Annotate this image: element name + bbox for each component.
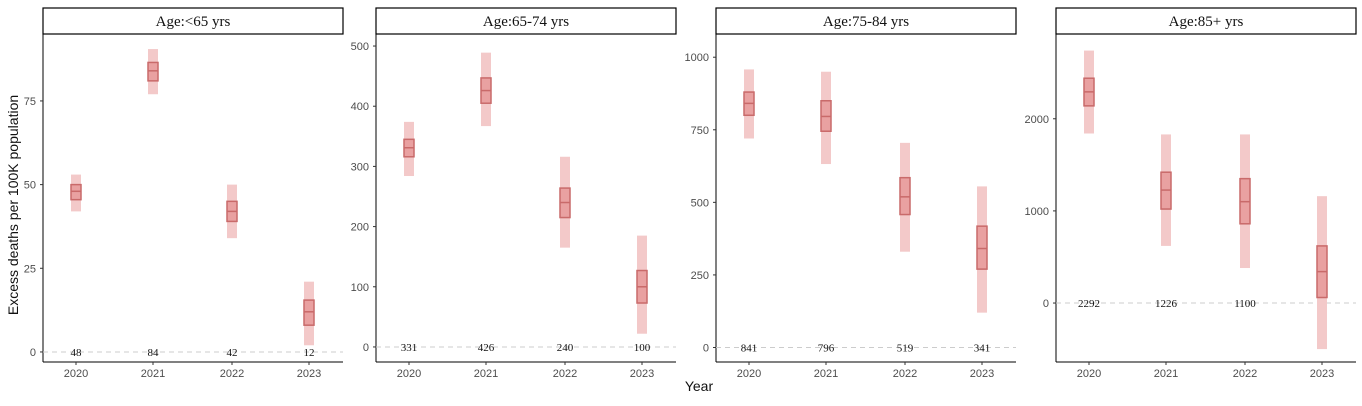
value-label: 519 [897, 342, 914, 354]
value-label: 1100 [1234, 298, 1256, 310]
iqr-box [976, 225, 988, 270]
y-tick-label: 300 [351, 161, 369, 173]
value-label: 100 [634, 342, 651, 354]
facet-strip [715, 7, 1017, 35]
y-tick-label: 2000 [1025, 114, 1049, 126]
y-tick-label: 0 [703, 342, 709, 354]
y-tick-label: 750 [691, 125, 709, 137]
y-tick-label: 25 [24, 263, 36, 275]
facet-strip [1055, 7, 1357, 35]
facet-panel: Age:85+ yrs 0 1000 2000 2020 2292 2021 1226 2022… [1025, 7, 1357, 380]
y-tick-label: 500 [351, 41, 369, 53]
facet-strip [375, 7, 677, 35]
y-tick-label: 0 [30, 347, 36, 359]
x-tick-label: 2022 [553, 368, 577, 380]
x-tick-label: 2023 [297, 368, 321, 380]
x-tick-label: 2020 [1077, 368, 1101, 380]
y-tick-label: 250 [691, 270, 709, 282]
value-label: 2292 [1078, 298, 1100, 310]
y-tick-label: 0 [1043, 298, 1049, 310]
y-tick-label: 50 [24, 180, 36, 192]
iqr-box [147, 61, 159, 82]
iqr-box [70, 183, 82, 201]
facet-title: Age:<65 yrs [156, 14, 231, 30]
y-tick-label: 100 [351, 282, 369, 294]
y-tick-label: 400 [351, 101, 369, 113]
y-tick-label: 1000 [1025, 206, 1049, 218]
x-tick-label: 2020 [397, 368, 421, 380]
value-label: 240 [557, 342, 574, 354]
x-tick-label: 2021 [474, 368, 498, 380]
value-label: 841 [741, 342, 758, 354]
y-tick-label: 500 [691, 197, 709, 209]
facet-title: Age:65-74 yrs [483, 14, 569, 30]
x-tick-label: 2021 [1154, 368, 1178, 380]
x-tick-label: 2023 [630, 368, 654, 380]
x-tick-label: 2022 [893, 368, 917, 380]
facet-panel: Age:<65 yrs 0 25 50 75 2020 48 2021 84 2022 42 2023… [24, 7, 344, 380]
value-label: 42 [227, 347, 238, 359]
value-label: 796 [818, 342, 835, 354]
value-label: 12 [304, 347, 315, 359]
facet-strip [42, 7, 344, 35]
facet-panel: Age:75-84 yrs 0 250 500 750 1000 2020 841 2021 79… [685, 7, 1017, 380]
facet-title: Age:75-84 yrs [823, 14, 909, 30]
value-label: 331 [401, 342, 418, 354]
x-tick-label: 2022 [220, 368, 244, 380]
facet-title: Age:85+ yrs [1169, 14, 1244, 30]
value-label: 84 [148, 347, 160, 359]
y-tick-label: 75 [24, 96, 36, 108]
y-axis-title: Excess deaths per 100K population [5, 95, 21, 315]
x-axis-title: Year [685, 378, 714, 394]
x-tick-label: 2022 [1233, 368, 1257, 380]
value-label: 426 [478, 342, 495, 354]
value-label: 1226 [1155, 298, 1178, 310]
y-tick-label: 1000 [685, 52, 709, 64]
facet-panel: Age:65-74 yrs 0 100 200 300 400 500 2020 331 2021… [351, 7, 677, 380]
x-tick-label: 2021 [141, 368, 165, 380]
value-label: 48 [71, 347, 83, 359]
x-tick-label: 2023 [1310, 368, 1334, 380]
y-tick-label: 0 [363, 342, 369, 354]
x-tick-label: 2023 [970, 368, 994, 380]
x-tick-label: 2021 [814, 368, 838, 380]
x-tick-label: 2020 [64, 368, 88, 380]
y-tick-label: 200 [351, 222, 369, 234]
iqr-box [303, 299, 315, 326]
x-tick-label: 2020 [737, 368, 761, 380]
value-label: 341 [974, 342, 991, 354]
